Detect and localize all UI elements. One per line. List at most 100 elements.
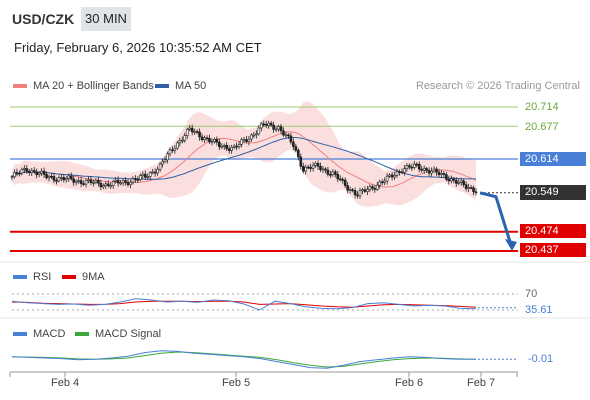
candle-body [23, 168, 26, 170]
candle-body [457, 181, 461, 184]
candle-body [442, 173, 446, 175]
candle-body [353, 190, 357, 196]
candle-body [289, 135, 293, 143]
candle-body [109, 185, 113, 187]
candle-body [111, 181, 115, 186]
rsi-line [11, 298, 477, 311]
pair-title: USD/CZK [12, 11, 75, 27]
candle-body [390, 174, 394, 178]
candle-body [143, 173, 147, 178]
candle-body [321, 168, 325, 171]
candle-body [163, 159, 167, 163]
candle-body [114, 179, 117, 182]
candle-body [213, 139, 216, 142]
candle-body [469, 187, 473, 189]
candle-body [388, 174, 391, 177]
candle-body [467, 187, 470, 189]
candle-body [136, 179, 140, 181]
candle-body [264, 124, 268, 126]
candle-body [245, 139, 248, 142]
candle-body [331, 171, 335, 175]
candle-body [106, 183, 110, 186]
candle-body [375, 184, 379, 190]
candle-body [432, 168, 436, 172]
x-tick-feb6: Feb 6 [395, 377, 424, 389]
candle-body [185, 129, 189, 136]
candle-body [232, 145, 236, 148]
candle-body [301, 165, 305, 172]
candle-body [294, 146, 298, 151]
candle-body [102, 185, 105, 188]
candle-body [380, 181, 384, 184]
candle-body [57, 177, 61, 182]
candle-body [176, 142, 179, 149]
candle-body [368, 186, 372, 190]
candle-body [311, 165, 315, 169]
interval-badge[interactable]: 30 MIN [81, 7, 131, 31]
candle-body [363, 189, 367, 192]
candle-body [32, 170, 36, 173]
candle-body [99, 182, 103, 188]
candle-body [190, 127, 194, 133]
candle-body [292, 141, 295, 147]
candle-body [309, 166, 312, 169]
candle-body [474, 191, 478, 194]
candle-body [146, 176, 150, 178]
candle-body [400, 171, 404, 174]
candle-body [124, 180, 127, 183]
candle-body [84, 180, 88, 185]
candle-body [126, 181, 130, 186]
candle-body [60, 177, 63, 179]
candle-body [296, 149, 300, 158]
candle-body [30, 170, 34, 173]
candle-body [18, 172, 21, 175]
candle-body [373, 187, 377, 190]
candle-body [139, 175, 142, 180]
candle-body [464, 184, 468, 189]
candle-body [183, 135, 187, 141]
candle-body [166, 153, 169, 161]
candle-body [89, 179, 93, 184]
candle-body [104, 183, 108, 186]
candle-body [173, 147, 177, 151]
candle-body [35, 171, 38, 176]
candle-body [153, 171, 157, 174]
candle-body [427, 170, 431, 174]
candle-body [40, 170, 43, 174]
candle-body [398, 171, 401, 173]
macd-line [11, 350, 476, 369]
candle-body [72, 178, 76, 183]
candle-body [279, 126, 283, 132]
candle-body [230, 147, 233, 151]
candle-body [67, 175, 71, 179]
candle-body [74, 180, 78, 183]
candle-body [393, 174, 396, 178]
rsi-ma-title: 9MA [82, 271, 105, 283]
candle-body [116, 179, 120, 184]
level-label-s1: 20.474 [520, 224, 586, 238]
level-label-r1: 20.677 [525, 121, 559, 133]
candle-body [257, 127, 261, 135]
datetime-label: Friday, February 6, 2026 10:35:52 AM CET [14, 40, 262, 55]
candle-body [42, 170, 46, 175]
candle-body [161, 161, 164, 165]
candle-body [420, 168, 424, 171]
candle-body [25, 168, 29, 172]
candle-body [10, 176, 14, 178]
legend-ma20-label: MA 20 + Bollinger Bands [33, 80, 154, 92]
candle-body [472, 187, 475, 193]
legend-ma20-swatch [13, 84, 27, 88]
candle-body [235, 145, 238, 148]
candle-body [247, 138, 251, 142]
candle-body [403, 168, 406, 173]
candle-body [62, 177, 66, 181]
candle-body [299, 156, 303, 167]
candle-body [336, 174, 340, 180]
candle-body [87, 179, 90, 182]
candle-body [259, 123, 263, 129]
candle-body [237, 144, 241, 147]
candle-body [287, 134, 290, 137]
candle-body [225, 145, 229, 150]
candle-body [378, 181, 382, 186]
candle-body [45, 174, 48, 179]
